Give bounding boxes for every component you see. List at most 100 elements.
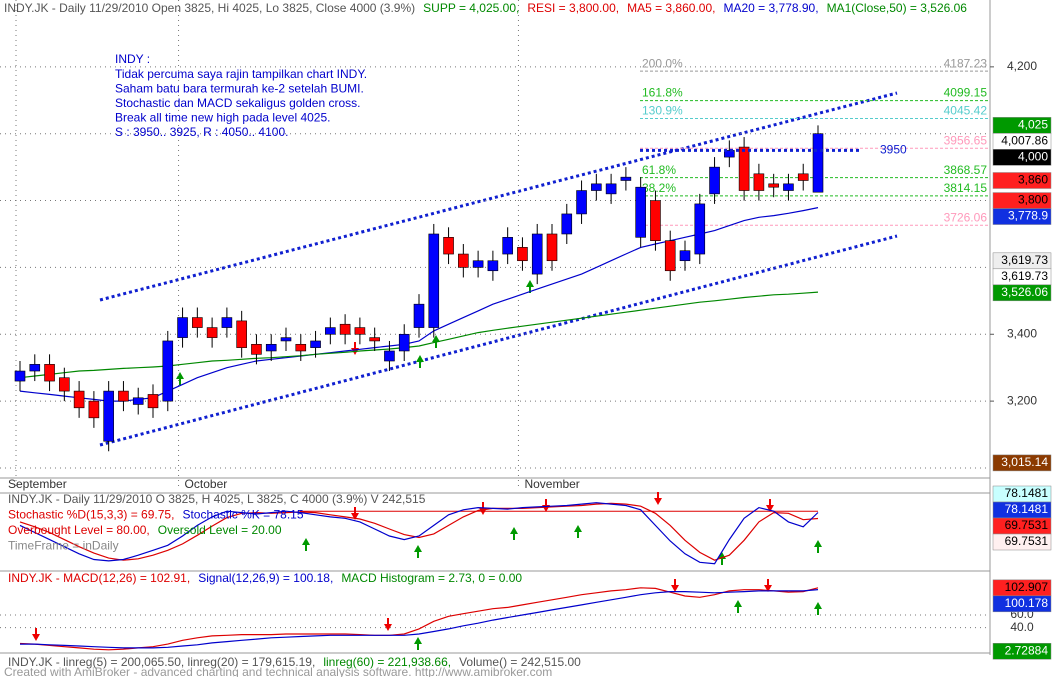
candle-body [221, 317, 233, 328]
candle-body [14, 370, 26, 382]
fib-price: 3726.06 [944, 210, 988, 224]
x-tick-label: October [185, 477, 228, 491]
candle-body [531, 233, 543, 275]
candle-body [251, 343, 262, 355]
candle-body [59, 377, 70, 392]
price-tag-label: 69.7531 [1005, 518, 1049, 532]
header: Overbought Level = 80.00, Oversold Level … [8, 523, 282, 537]
price-tag-label: 4,007.86 [1001, 134, 1048, 148]
candle-body [118, 390, 129, 402]
candle-body [443, 237, 454, 255]
header-part: Signal(12,26,9) = 100.18, [198, 571, 333, 585]
candle-body [487, 260, 499, 272]
header: TimeFrame = inDaily [8, 539, 119, 553]
price-tag: 4,007.86 [992, 133, 1052, 150]
macd-line [19, 587, 819, 651]
moving-average [19, 291, 819, 379]
header-part: MA20 = 3,778.90, [723, 1, 818, 15]
candle-body [650, 200, 661, 241]
header: Stochastic %D(15,3,3) = 69.75, Stochastic… [8, 508, 304, 522]
stochastic-line [19, 502, 819, 565]
price-tag: 69.7531 [992, 517, 1052, 535]
fib-label: 61.8% [642, 163, 676, 177]
candle-body [738, 146, 750, 191]
price-tag: 102.907 [992, 579, 1052, 597]
candle-body [768, 183, 779, 188]
price-tag-box [992, 284, 1052, 302]
annotation: Break all time new high pada level 4025. [115, 111, 330, 125]
y-tick-label: 3,400 [1007, 326, 1037, 340]
header-part: MACD Histogram = 2.73, 0 = 0.00 [341, 571, 522, 585]
x-tick-label: September [8, 477, 67, 491]
candle-body [398, 333, 410, 352]
header-part: Stochastic %D(15,3,3) = 69.75, [8, 508, 174, 522]
annotation: Tidak percuma saya rajin tampilkan chart… [115, 67, 367, 81]
price-tag-box [992, 149, 1052, 166]
candle-body [576, 190, 587, 215]
candle-body [265, 343, 277, 352]
price-tag-label: 3,015.14 [1001, 455, 1048, 469]
candle-body [73, 390, 85, 409]
y-tick-label: 3,200 [1007, 393, 1037, 407]
annotation: INDY : [115, 52, 150, 66]
price-tag-label: 100.178 [1005, 596, 1049, 610]
candle-body [162, 340, 174, 402]
header-part: INDY.JK - Daily 11/29/2010 O 3825, H 402… [8, 492, 426, 506]
annotation: Saham batu bara termurah ke-2 setelah BU… [115, 81, 364, 95]
fib-price: 3814.15 [944, 181, 988, 195]
candle-body [797, 173, 809, 181]
candle-body [280, 337, 292, 342]
macd-line [20, 589, 819, 649]
fib-price: 4045.42 [944, 104, 988, 118]
header: INDY.JK - Daily 11/29/2010 O 3825, H 402… [8, 492, 426, 506]
candle-body [591, 183, 602, 191]
price-tag-label: 3,860 [1018, 173, 1048, 187]
candle-body [458, 253, 469, 268]
price-tag: 78.1481 [992, 501, 1052, 519]
header-part: Oversold Level = 20.00 [158, 523, 282, 537]
header-part: MA5 = 3,860.00, [627, 1, 715, 15]
candle-body [724, 150, 735, 158]
candle-body [428, 233, 440, 328]
price-tag: 3,778.9 [992, 208, 1052, 225]
candle-body [147, 394, 159, 409]
price-tag-label: 2.72884 [1005, 643, 1049, 657]
price-tag-label: 3,526.06 [1001, 285, 1048, 299]
candle-body [664, 240, 676, 272]
level-label: 3950 [880, 143, 907, 157]
header-part: INDY.JK - MACD(12,26) = 102.91, [8, 571, 190, 585]
stochastic-line [19, 502, 819, 561]
price-tag-label: 78.1481 [1005, 502, 1049, 516]
price-tag: 78.1481 [992, 485, 1052, 503]
price-tag: 4,025 [992, 117, 1052, 134]
price-tag-label: 3,619.73 [1001, 269, 1048, 283]
candle-body [177, 317, 188, 338]
header-part: Volume() = 242,515.00 [459, 655, 581, 669]
candle-body [103, 390, 114, 442]
annotation: Stochastic dan MACD sekaligus golden cro… [115, 96, 360, 110]
price-tag: 4,000 [992, 149, 1052, 166]
candle-body [236, 320, 247, 348]
price-tag: 3,860 [992, 172, 1052, 189]
candle-body [753, 173, 765, 191]
header-part: SUPP = 4,025.00, [423, 1, 519, 15]
candle-body [472, 260, 484, 268]
candle-body [206, 327, 218, 338]
price-tag: 69.7531 [992, 533, 1052, 551]
candle-body [502, 237, 513, 255]
fib-label: 161.8% [642, 86, 683, 100]
fib-price: 4187.23 [944, 56, 988, 70]
fib-price: 3868.57 [944, 163, 988, 177]
header-part: linreg(60) = 221,938.66, [323, 655, 451, 669]
candle-body [413, 303, 425, 328]
price-tag: 3,800 [992, 192, 1052, 209]
candle-body [44, 364, 55, 382]
y-tick-label: 40.0 [1010, 620, 1034, 634]
candle-body [605, 183, 617, 195]
y-tick-label: 4,200 [1007, 59, 1037, 73]
candle-body [339, 323, 351, 335]
candle-body [310, 340, 321, 348]
header: INDY.JK - linreg(5) = 200,065.50, linreg… [8, 655, 581, 669]
price-tag-box [992, 454, 1052, 472]
